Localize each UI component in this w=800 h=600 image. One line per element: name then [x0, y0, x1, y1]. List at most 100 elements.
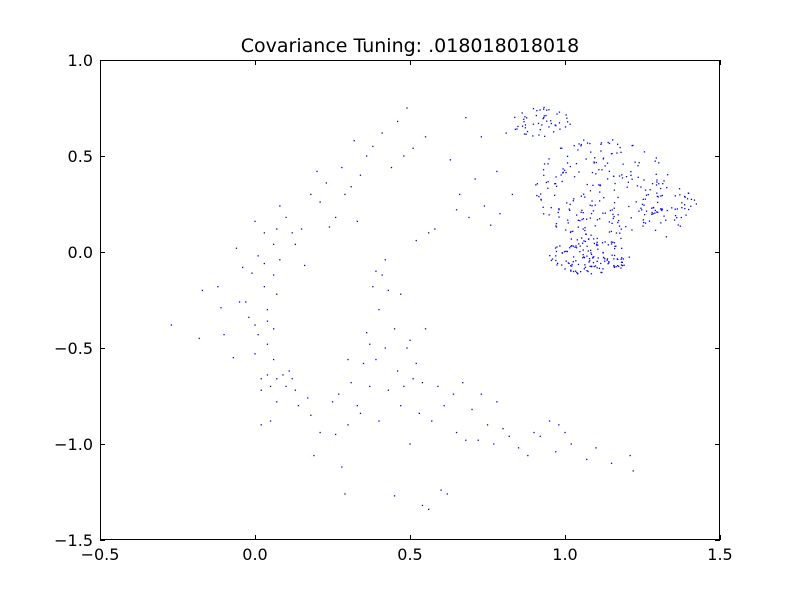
data-point [590, 151, 592, 153]
data-point [585, 158, 587, 160]
data-point [613, 175, 615, 177]
data-point [637, 165, 639, 167]
y-tick-label: 0.0 [68, 243, 93, 262]
x-tick-label: 1.5 [707, 545, 732, 564]
data-point [378, 309, 380, 311]
data-point [569, 247, 571, 249]
data-point [523, 118, 525, 120]
data-point [661, 194, 663, 197]
data-point [553, 131, 555, 133]
data-point [611, 209, 613, 211]
data-point [480, 136, 482, 138]
data-point [570, 245, 572, 247]
data-point [455, 209, 458, 211]
data-point [599, 191, 601, 193]
data-point [524, 116, 526, 118]
data-point [566, 250, 568, 253]
data-point [665, 219, 667, 221]
data-point [575, 163, 578, 165]
data-point [316, 170, 318, 173]
data-point [569, 203, 571, 205]
data-point [601, 242, 604, 244]
data-point [586, 183, 588, 186]
data-point [397, 370, 399, 372]
data-point [652, 213, 654, 215]
data-point [539, 109, 541, 111]
data-point [538, 195, 540, 198]
data-point [663, 215, 665, 217]
data-point [455, 431, 458, 434]
data-point [608, 261, 610, 263]
data-point [344, 193, 346, 196]
data-point [580, 195, 582, 197]
data-point [577, 219, 579, 221]
data-point [550, 122, 552, 125]
data-point [582, 212, 584, 214]
data-point [638, 210, 640, 212]
data-point [591, 200, 593, 202]
data-point [594, 265, 597, 267]
data-point [266, 320, 269, 322]
data-point [582, 257, 584, 259]
data-point [223, 334, 225, 336]
data-point [614, 245, 616, 247]
data-point [570, 269, 572, 271]
data-point [558, 209, 560, 211]
data-point [220, 307, 222, 309]
data-point [644, 198, 646, 200]
data-point [611, 254, 613, 256]
data-point [604, 241, 606, 243]
data-point [586, 255, 588, 257]
data-point [555, 255, 557, 257]
data-point [276, 293, 278, 295]
data-point [245, 301, 247, 303]
data-point [684, 196, 686, 198]
data-point [621, 257, 623, 259]
data-point [614, 182, 616, 185]
data-point [273, 243, 275, 245]
data-point [415, 239, 417, 242]
data-point [285, 216, 287, 219]
data-point [623, 264, 625, 266]
data-point [655, 173, 657, 175]
data-point [617, 258, 619, 260]
data-point [593, 161, 595, 163]
y-tick-label: 1.0 [68, 51, 93, 70]
data-point [628, 205, 630, 208]
data-point [644, 189, 647, 191]
data-point [635, 201, 637, 203]
data-point [604, 260, 606, 262]
data-point [586, 458, 588, 461]
data-point [655, 184, 658, 186]
data-point [598, 184, 600, 186]
data-point [465, 439, 467, 441]
data-point [651, 207, 653, 209]
data-point [409, 443, 411, 445]
data-point [653, 207, 655, 209]
data-point [418, 412, 420, 414]
data-point [645, 194, 648, 196]
data-point [660, 208, 662, 211]
data-point [532, 108, 535, 110]
data-point [579, 245, 581, 247]
data-point [613, 242, 616, 244]
data-point [546, 120, 548, 122]
data-point [638, 162, 640, 164]
data-point [584, 227, 586, 229]
data-point [584, 196, 586, 198]
data-point [437, 385, 439, 388]
data-point [547, 187, 549, 189]
data-point [217, 286, 219, 288]
data-point [599, 200, 601, 202]
data-point [621, 177, 624, 179]
data-point [565, 250, 567, 252]
data-point [577, 149, 579, 151]
data-point [597, 257, 599, 259]
data-point [558, 208, 560, 210]
data-point [505, 132, 507, 134]
data-point [656, 195, 658, 197]
data-point [596, 267, 598, 269]
data-point [613, 264, 615, 267]
y-tick-label: −1.0 [54, 435, 93, 454]
data-point [335, 216, 337, 219]
